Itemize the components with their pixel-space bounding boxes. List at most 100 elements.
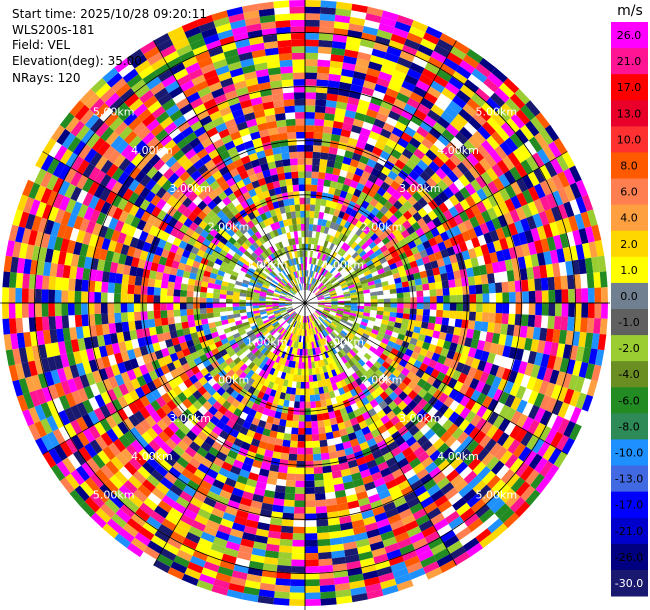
gate-cell [315, 272, 320, 280]
gate-cell [260, 183, 269, 193]
gate-cell [248, 408, 257, 418]
gate-cell [188, 153, 201, 165]
gate-cell [337, 232, 345, 241]
gate-cell [466, 267, 475, 278]
gate-cell [337, 306, 345, 310]
gate-cell [187, 278, 196, 286]
gate-cell [317, 545, 332, 553]
gate-cell [166, 536, 183, 550]
gate-cell [184, 462, 198, 475]
gate-cell [330, 292, 337, 297]
gate-cell [252, 541, 267, 551]
gate-cell [370, 499, 383, 510]
gate-cell [253, 249, 261, 257]
gate-cell [105, 131, 119, 146]
gate-cell [272, 304, 279, 307]
gate-cell [105, 401, 117, 415]
gate-cell [217, 329, 226, 337]
gate-cell [300, 322, 303, 330]
gate-cell [278, 306, 286, 309]
gate-cell [296, 270, 300, 278]
gate-cell [226, 228, 236, 237]
gate-cell [470, 93, 486, 108]
gate-cell [351, 233, 359, 242]
gate-cell [172, 149, 185, 162]
gate-cell [467, 366, 478, 379]
gate-cell [419, 327, 428, 336]
gate-cell [466, 542, 484, 558]
gate-cell [319, 331, 325, 339]
gate-cell [417, 143, 430, 155]
gate-cell [198, 376, 208, 386]
gate-cell [432, 156, 445, 168]
gate-cell [250, 276, 259, 282]
gate-cell [347, 281, 355, 287]
gate-cell [177, 120, 191, 133]
gate-cell [323, 292, 330, 296]
gate-cell [139, 395, 151, 408]
gate-cell [186, 296, 194, 303]
gate-cell [226, 314, 235, 320]
gate-cell [228, 361, 237, 370]
gate-cell [113, 438, 126, 453]
gate-cell [302, 335, 305, 343]
gate-cell [387, 425, 398, 436]
gate-cell [371, 471, 383, 482]
gate-cell [341, 315, 349, 320]
gate-cell [268, 314, 275, 320]
gate-cell [416, 186, 428, 198]
gate-cell [124, 213, 135, 226]
gate-cell [104, 498, 120, 514]
gate-cell [166, 410, 178, 422]
gate-cell [133, 103, 148, 117]
gate-cell [465, 398, 477, 411]
gate-cell [172, 417, 184, 429]
gate-cell [340, 75, 353, 84]
gate-cell [525, 489, 541, 506]
gate-cell [454, 444, 467, 457]
gate-cell [200, 313, 208, 320]
gate-cell [322, 329, 329, 337]
gate-cell [582, 242, 592, 259]
gate-cell [351, 217, 359, 226]
gate-cell [342, 328, 350, 334]
gate-cell [94, 394, 106, 408]
gate-cell [179, 303, 187, 310]
gate-cell [473, 369, 484, 381]
gate-cell [123, 461, 138, 476]
gate-cell [449, 342, 458, 352]
gate-cell [294, 278, 298, 285]
gate-cell [296, 381, 301, 389]
gate-cell [94, 198, 106, 212]
gate-cell [404, 348, 414, 357]
gate-cell [69, 489, 85, 506]
gate-cell [160, 287, 168, 296]
gate-cell [539, 264, 548, 279]
gate-cell [280, 310, 287, 314]
gate-cell [118, 107, 134, 122]
gate-cell [88, 195, 100, 210]
gate-cell [76, 159, 90, 175]
gate-cell [83, 337, 93, 350]
gate-cell [308, 224, 314, 231]
gate-cell [546, 355, 557, 370]
gate-cell [212, 425, 223, 436]
gate-cell [35, 316, 43, 332]
gate-cell [197, 395, 208, 406]
gate-cell [345, 554, 360, 564]
gate-cell [264, 196, 273, 205]
gate-cell [122, 188, 134, 201]
gate-cell [142, 521, 158, 536]
gate-cell [289, 0, 305, 7]
gate-cell [412, 164, 424, 176]
gate-cell [42, 451, 57, 469]
gate-cell [438, 403, 449, 415]
gate-cell [428, 127, 442, 140]
gate-cell [539, 195, 551, 211]
gate-cell [148, 369, 159, 381]
gate-cell [251, 337, 259, 345]
gate-cell [415, 368, 425, 379]
gate-cell [302, 342, 305, 350]
gate-cell [392, 190, 402, 201]
gate-cell [205, 555, 222, 567]
